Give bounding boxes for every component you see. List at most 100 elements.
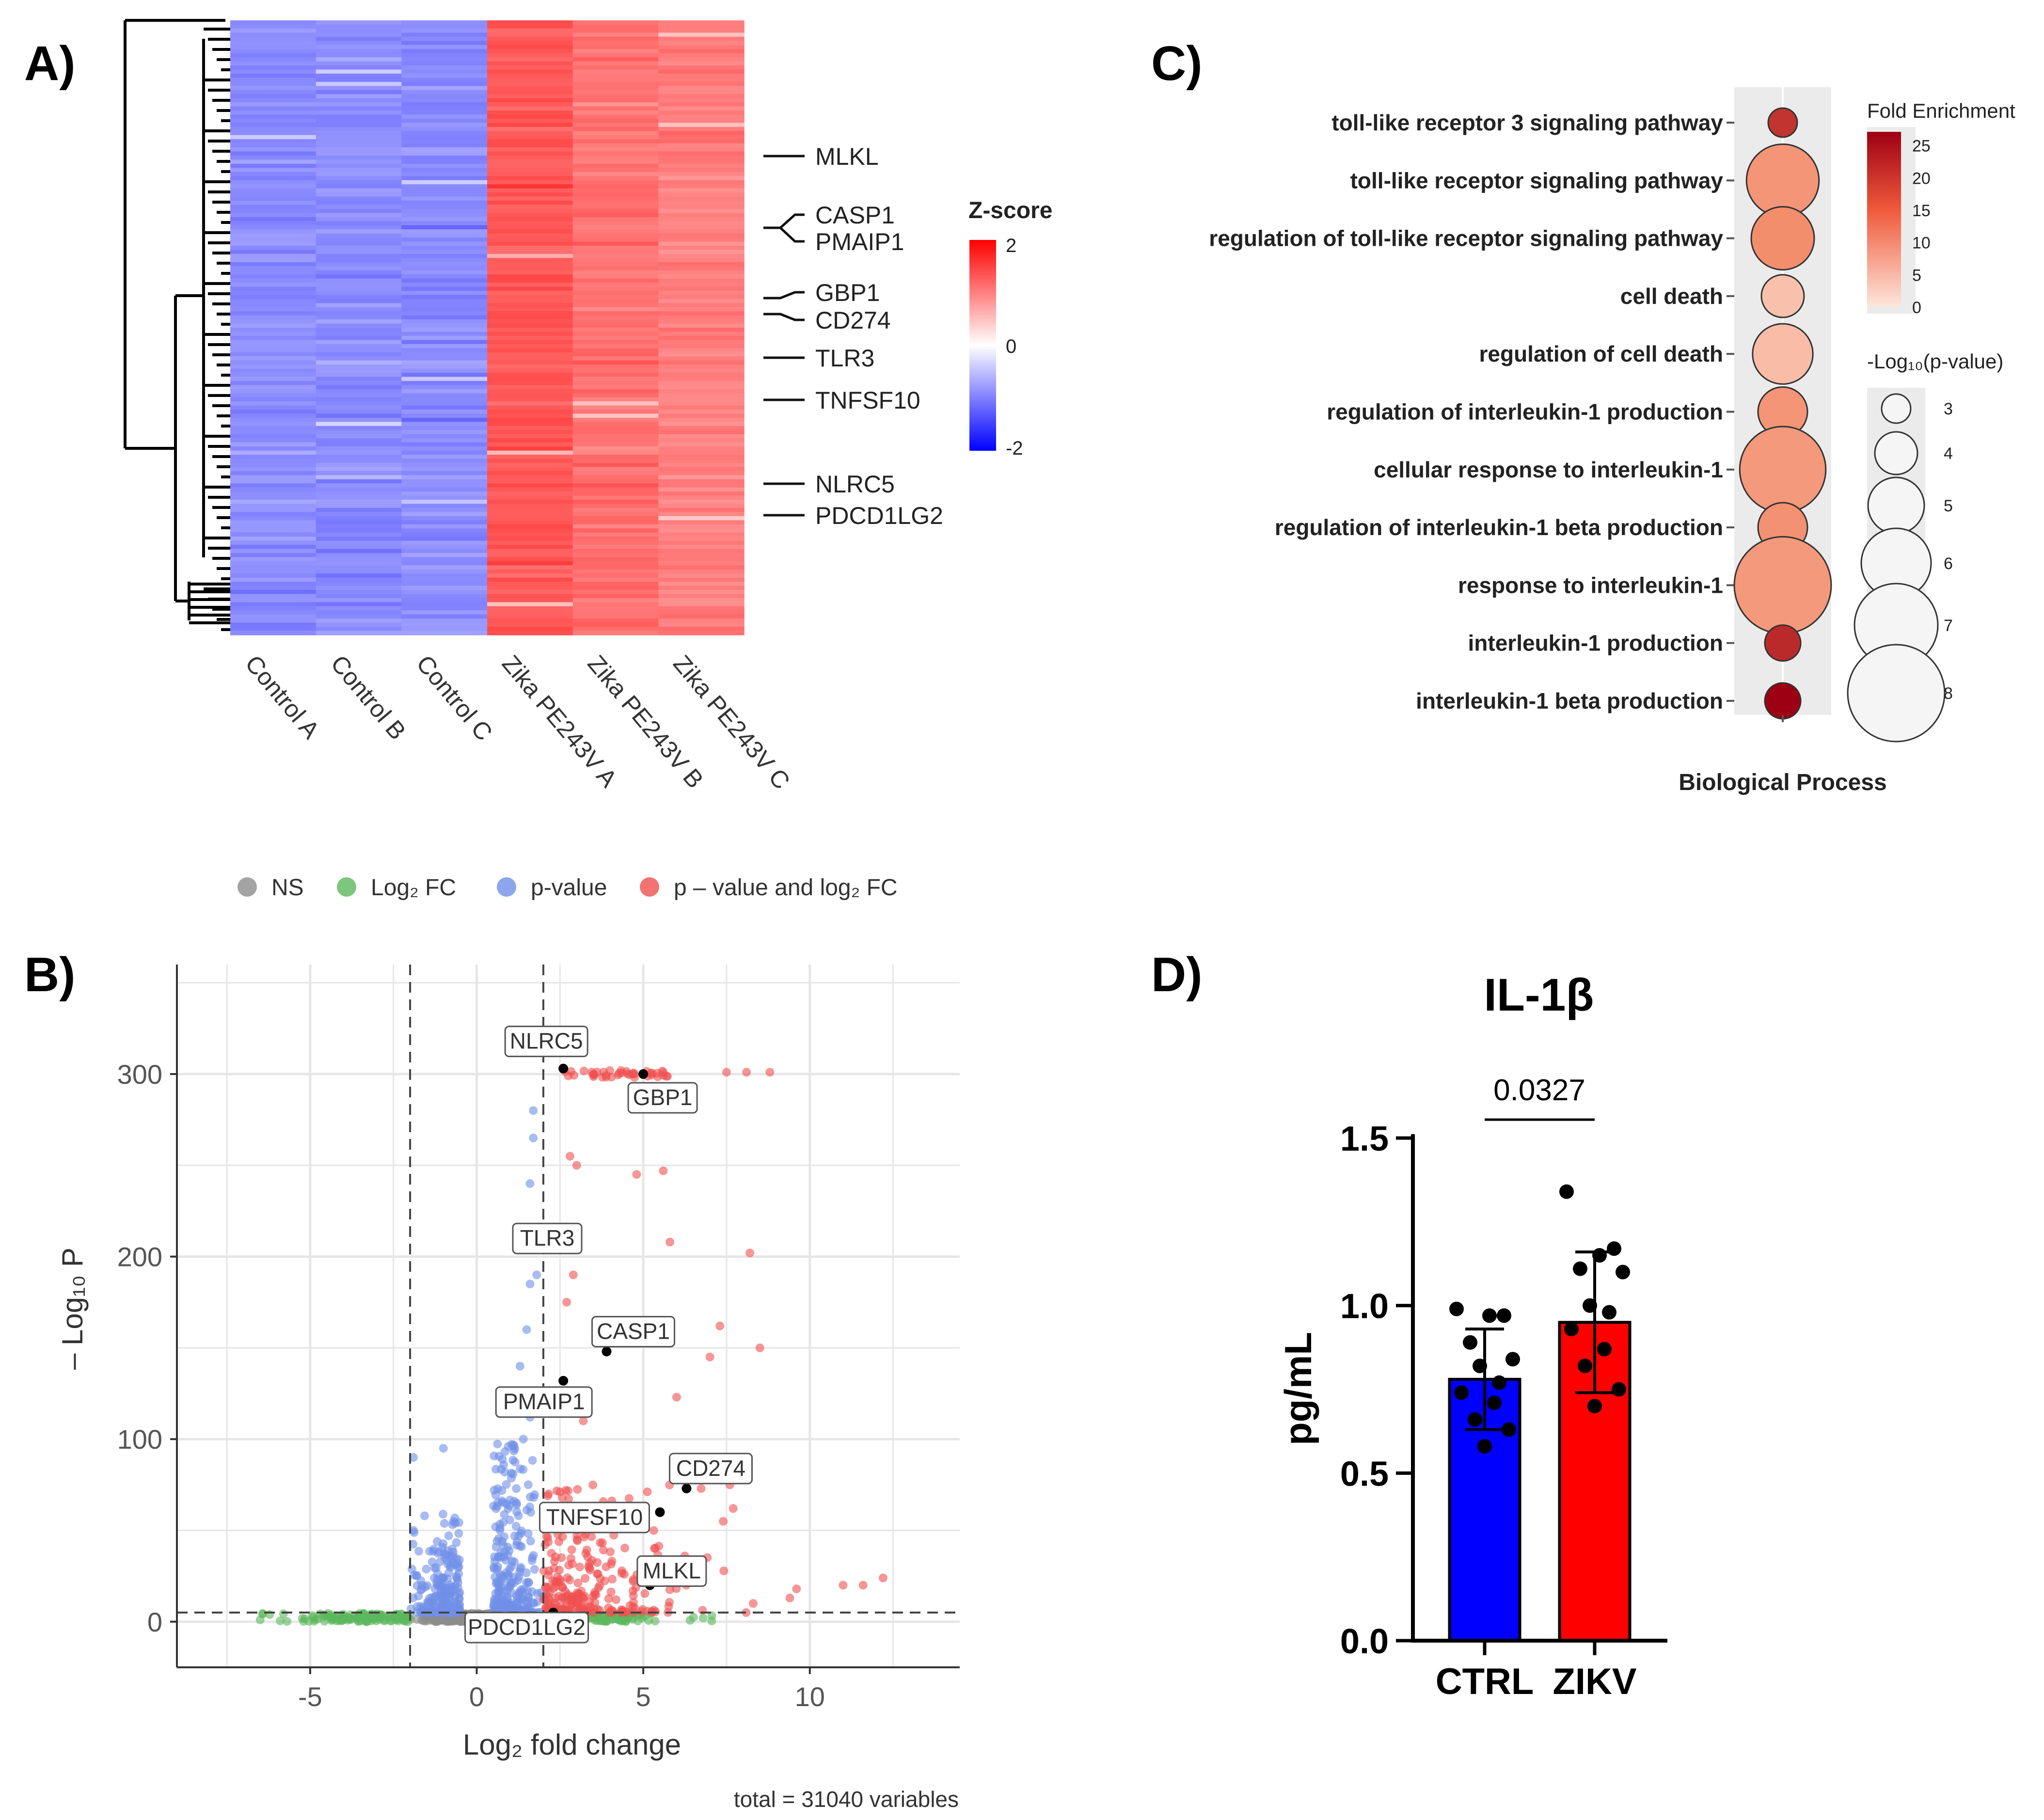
- heatmap-cell: [658, 422, 745, 427]
- heatmap-cell: [572, 479, 659, 484]
- heatmap-cell: [572, 196, 659, 201]
- heatmap-cell: [230, 528, 317, 533]
- heatmap-cell: [316, 410, 402, 414]
- heatmap-cell: [401, 286, 488, 291]
- volcano-point: [509, 1497, 519, 1506]
- heatmap-cell: [487, 241, 573, 246]
- heatmap-cell: [658, 131, 745, 136]
- heatmap-cell: [572, 311, 659, 316]
- enrichment-bubble: [1739, 426, 1827, 514]
- heatmap-cell: [401, 598, 488, 603]
- heatmap-cell: [658, 606, 745, 611]
- heatmap-cell: [401, 438, 488, 443]
- heatmap-cell: [316, 442, 402, 447]
- heatmap-cell: [230, 340, 317, 345]
- heatmap-cell: [230, 410, 317, 414]
- heatmap-cell: [401, 53, 488, 58]
- heatmap-cell: [658, 159, 745, 164]
- volcano-x-tick-label: -5: [298, 1681, 322, 1712]
- volcano-point: [575, 1562, 584, 1571]
- heatmap-cell: [401, 418, 488, 423]
- heatmap-cell: [230, 565, 317, 570]
- volcano-point: [561, 1486, 570, 1495]
- heatmap-cell: [230, 368, 317, 373]
- heatmap-cell: [316, 434, 402, 439]
- il1b-point: [1559, 1184, 1574, 1199]
- enrichment-term-label: toll-like receptor 3 signaling pathway: [1331, 110, 1723, 135]
- volcano-point: [499, 1599, 508, 1609]
- volcano-point: [510, 1457, 520, 1467]
- heatmap-cell: [487, 553, 573, 558]
- heatmap-cell: [487, 455, 573, 459]
- heatmap-cell: [401, 602, 488, 607]
- volcano-point: [607, 1073, 616, 1082]
- heatmap-cell: [401, 565, 488, 570]
- heatmap-cell: [401, 69, 488, 74]
- heatmap-cell: [316, 524, 402, 529]
- heatmap-cell: [487, 274, 573, 279]
- heatmap-cell: [230, 147, 317, 152]
- heatmap-cell: [487, 590, 573, 595]
- heatmap-cell: [230, 377, 317, 381]
- heatmap-cell: [316, 45, 402, 49]
- heatmap-dendrogram: [124, 19, 230, 631]
- volcano-point: [530, 1565, 539, 1574]
- heatmap-cell: [230, 266, 317, 271]
- heatmap-cell: [316, 233, 402, 238]
- heatmap-cell: [230, 311, 317, 316]
- heatmap-cell: [658, 303, 745, 308]
- volcano-point: [719, 1517, 728, 1526]
- volcano-point: [420, 1511, 429, 1520]
- heatmap-cell: [401, 352, 488, 357]
- volcano-point: [596, 1538, 605, 1547]
- heatmap-cell: [658, 397, 745, 402]
- heatmap-cell: [401, 143, 488, 148]
- heatmap-cell: [572, 188, 659, 193]
- heatmap-cell: [572, 111, 659, 115]
- volcano-point: [742, 1608, 751, 1617]
- volcano-point: [500, 1532, 509, 1541]
- heatmap-cell: [658, 360, 745, 365]
- heatmap-cell: [401, 586, 488, 590]
- heatmap-cell: [487, 78, 573, 82]
- heatmap-cell: [401, 540, 488, 545]
- heatmap-cell: [230, 389, 317, 394]
- heatmap-cell: [316, 340, 402, 345]
- volcano-point: [513, 1576, 523, 1585]
- heatmap-cell: [401, 422, 488, 427]
- volcano-point: [412, 1571, 421, 1580]
- heatmap-cell: [230, 348, 317, 353]
- heatmap-cell: [487, 143, 573, 148]
- heatmap-cell: [572, 172, 659, 177]
- volcano-point: [328, 1613, 337, 1622]
- heatmap-cell: [572, 225, 659, 230]
- heatmap-cell: [572, 266, 659, 271]
- heatmap-cell: [658, 520, 745, 525]
- heatmap-cell: [487, 176, 573, 181]
- heatmap-cell: [230, 90, 317, 95]
- heatmap-cell: [572, 537, 659, 541]
- heatmap-cell: [487, 557, 573, 562]
- fold-enrichment-tick-label: 10: [1912, 234, 1931, 253]
- heatmap-cell: [316, 225, 402, 230]
- volcano-point: [422, 1565, 431, 1574]
- heatmap-cell: [572, 81, 659, 87]
- heatmap-cell: [572, 245, 659, 251]
- heatmap-cell: [401, 233, 488, 238]
- heatmap-cell: [572, 631, 659, 635]
- volcano-point: [423, 1600, 432, 1610]
- heatmap-cell: [401, 614, 488, 619]
- heatmap-cell: [316, 487, 402, 492]
- heatmap-cell: [230, 594, 317, 599]
- heatmap-cell: [401, 479, 488, 484]
- heatmap-cell: [487, 344, 573, 349]
- volcano-point: [649, 1526, 658, 1535]
- volcano-point: [507, 1473, 516, 1483]
- volcano-legend-swatch: [497, 877, 516, 897]
- enrichment-term-label: cellular response to interleukin-1: [1374, 457, 1723, 482]
- heatmap-cell: [401, 278, 488, 283]
- volcano-point: [589, 1070, 599, 1079]
- heatmap-cell: [487, 377, 573, 381]
- il1b-point: [1616, 1265, 1630, 1280]
- heatmap-cell: [316, 507, 402, 513]
